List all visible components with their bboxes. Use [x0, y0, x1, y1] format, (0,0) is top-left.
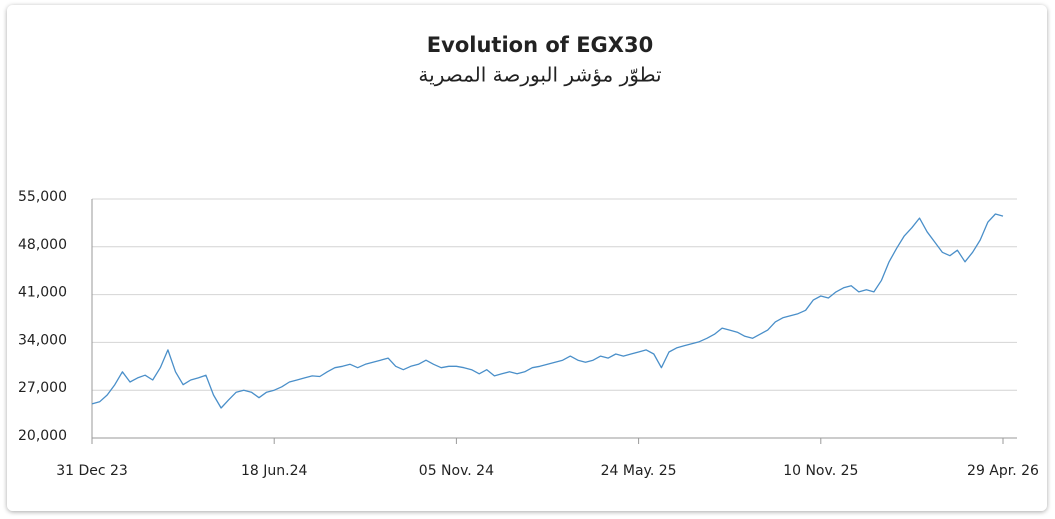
- y-tick-label: 27,000: [18, 380, 67, 396]
- y-tick-label: 48,000: [18, 237, 67, 253]
- x-tick-label: 05 Nov. 24: [419, 463, 494, 479]
- y-tick-label: 55,000: [18, 189, 67, 205]
- y-tick-label: 41,000: [18, 285, 67, 301]
- x-tick-label: 29 Apr. 26: [967, 463, 1039, 479]
- y-tick-label: 34,000: [18, 332, 67, 348]
- frame: [7, 5, 1047, 511]
- x-tick-label: 24 May. 25: [601, 463, 677, 479]
- chart-subtitle: تطوّر مؤشر البورصة المصرية: [418, 63, 661, 87]
- y-tick-label: 20,000: [18, 428, 67, 444]
- chart-title: Evolution of EGX30: [427, 33, 653, 57]
- x-tick-label: 18 Jun.24: [241, 463, 307, 479]
- line-series: [91, 213, 1004, 409]
- x-tick-label: 31 Dec 23: [56, 463, 128, 479]
- x-tick-label: 10 Nov. 25: [783, 463, 858, 479]
